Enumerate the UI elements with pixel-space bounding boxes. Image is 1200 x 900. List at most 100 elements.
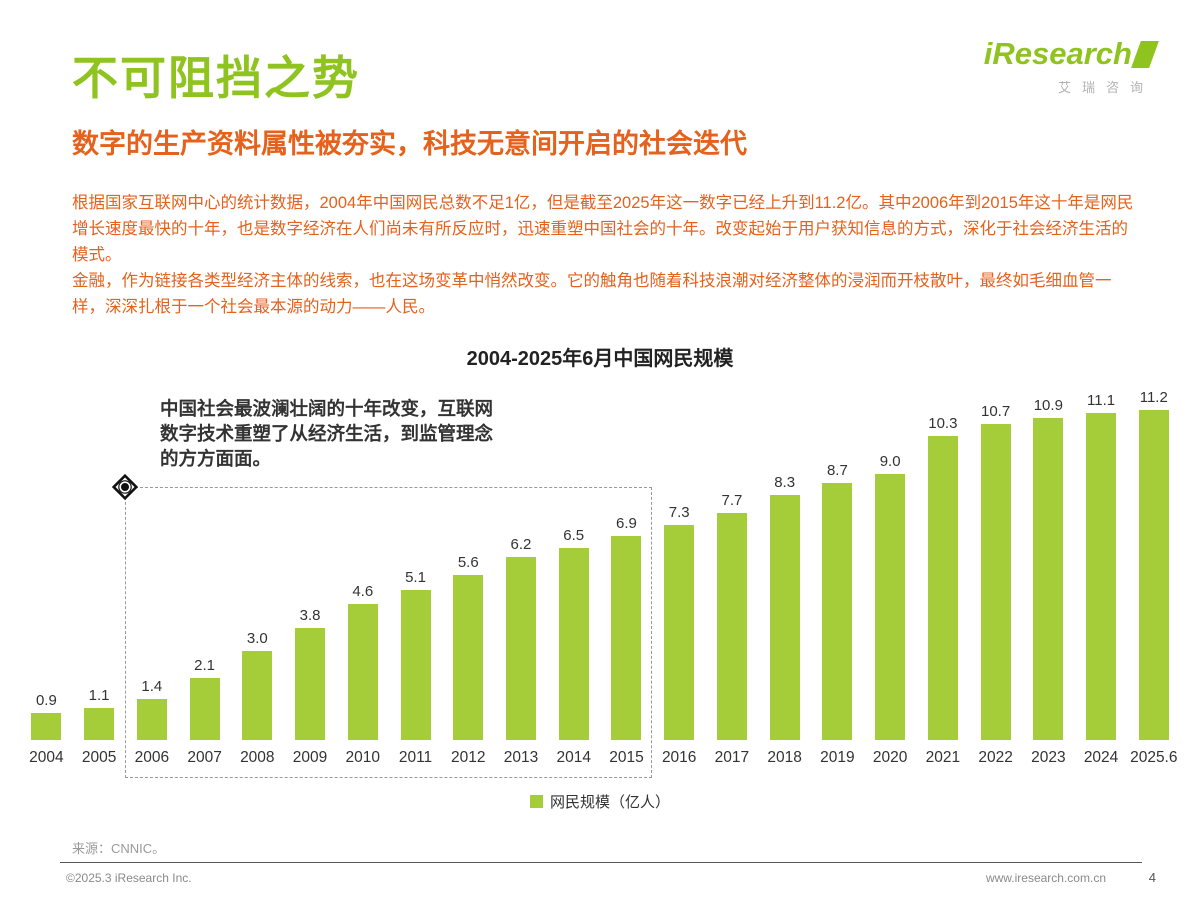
logo-parallelogram-icon — [1131, 40, 1159, 68]
bar-value-label: 11.1 — [1087, 392, 1116, 409]
x-axis-label: 2013 — [503, 749, 539, 766]
bar-column: 11.2 — [1127, 389, 1180, 740]
x-axis-label: 2019 — [820, 749, 855, 766]
bar — [769, 495, 800, 740]
bar-value-label: 7.7 — [721, 492, 743, 509]
bar-value-label: 6.2 — [510, 536, 532, 553]
x-axis-label: 2006 — [134, 749, 170, 766]
bar-column: 4.6 — [336, 583, 389, 740]
x-axis-label: 2004 — [29, 749, 64, 766]
legend-label: 网民规模（亿人） — [549, 794, 670, 811]
logo-row: iResearch — [984, 36, 1159, 72]
bar — [347, 604, 378, 740]
bar-chart: 0.9 1.1 1.4 2.1 3.0 3.8 4.6 5.1 5.6 6.2 6.5 6.9 7.3 7… — [20, 385, 1180, 767]
bar-value-label: 10.9 — [1033, 397, 1063, 414]
bar-value-label: 6.9 — [616, 515, 637, 532]
bar — [295, 628, 326, 740]
bar — [822, 483, 853, 740]
bar-value-label: 11.2 — [1139, 389, 1168, 406]
bar-column: 7.7 — [706, 492, 759, 740]
footer-copyright: ©2025.3 iResearch Inc. — [66, 871, 192, 885]
source-note: 来源：CNNIC。 — [72, 841, 166, 856]
bar-column: 8.7 — [811, 462, 864, 740]
bar-column: 10.3 — [916, 415, 969, 740]
x-axis-label: 2010 — [345, 749, 381, 766]
bar-value-label: 7.3 — [668, 504, 690, 521]
bar — [927, 436, 958, 740]
bar-value-label: 5.6 — [457, 554, 479, 571]
bar-column: 11.1 — [1075, 392, 1128, 740]
bar — [400, 590, 431, 740]
bar-column: 3.0 — [231, 630, 284, 740]
bar-column: 6.5 — [547, 527, 600, 740]
bar — [1138, 410, 1169, 740]
bar — [136, 699, 167, 740]
x-axis-label: 2007 — [187, 749, 222, 766]
bar — [875, 474, 906, 740]
bar-value-label: 9.0 — [879, 453, 901, 470]
bar-value-label: 3.0 — [246, 630, 268, 647]
bar-column: 0.9 — [20, 692, 73, 740]
x-axis-label: 2023 — [1031, 749, 1066, 766]
bar-value-label: 4.6 — [352, 583, 374, 600]
bar — [980, 424, 1011, 740]
x-axis-label: 2017 — [714, 749, 750, 766]
chart-annotation: 中国社会最波澜壮阔的十年改变，互联网数字技术重塑了从经济生活，到监管理念的方方面… — [160, 398, 494, 469]
bar-value-label: 6.5 — [563, 527, 585, 544]
bar-column: 2.1 — [178, 657, 231, 740]
bar-value-label: 1.4 — [141, 678, 163, 695]
bar-value-label: 8.7 — [826, 462, 848, 479]
x-axis-label: 2020 — [872, 749, 908, 766]
bar-value-label: 2.1 — [194, 657, 215, 674]
bar — [1086, 413, 1117, 740]
bar-value-label: 10.3 — [928, 415, 958, 432]
x-axis-label: 2018 — [767, 749, 802, 766]
bar — [242, 651, 273, 740]
bar-value-label: 0.9 — [35, 692, 57, 709]
bar — [611, 536, 642, 740]
footer-website: www.iresearch.com.cn — [985, 871, 1106, 885]
bar-value-label: 1.1 — [88, 687, 110, 704]
bar-column: 9.0 — [864, 453, 917, 740]
bar-value-label: 8.3 — [774, 474, 796, 491]
bar-column: 1.4 — [125, 678, 178, 740]
bar-column: 10.9 — [1022, 397, 1075, 740]
bar — [189, 678, 220, 740]
chart-title: 2004-2025年6月中国网民规模 — [466, 348, 734, 370]
body-paragraph-1: 根据国家互联网中心的统计数据，2004年中国网民总数不足1亿，但是截至2025年… — [72, 194, 1134, 264]
bar — [31, 713, 62, 740]
bar-column: 8.3 — [758, 474, 811, 740]
x-axis-label: 2011 — [398, 749, 433, 766]
bar-column: 3.8 — [284, 607, 337, 740]
bar-value-label: 5.1 — [405, 569, 426, 586]
x-axis-row: 2004 2005 2006 2007 2008 2009 2010 2011 2012 2013… — [20, 740, 1180, 767]
legend-swatch — [529, 795, 543, 808]
diamond-target-marker-icon — [111, 473, 139, 501]
footer-divider — [60, 862, 1142, 863]
bar — [558, 548, 589, 740]
x-axis-label: 2024 — [1083, 749, 1119, 766]
bar — [84, 708, 115, 740]
iresearch-logo: iResearch 艾瑞咨询 — [984, 36, 1159, 96]
chart-legend: 网民规模（亿人） — [0, 791, 1200, 812]
bar-column: 1.1 — [73, 687, 126, 740]
x-axis-label: 2012 — [451, 749, 486, 766]
bar-column: 5.6 — [442, 554, 495, 740]
bar-column: 7.3 — [653, 504, 706, 740]
bar-value-label: 10.7 — [980, 403, 1011, 420]
x-axis-label: 2009 — [292, 749, 328, 766]
bar — [505, 557, 536, 740]
x-axis-label: 2005 — [81, 749, 117, 766]
bars-row: 0.9 1.1 1.4 2.1 3.0 3.8 4.6 5.1 5.6 6.2 6.5 6.9 7.3 7… — [20, 385, 1180, 740]
bar — [716, 513, 747, 740]
body-text: 根据国家互联网中心的统计数据，2004年中国网民总数不足1亿，但是截至2025年… — [72, 190, 1140, 320]
bar — [1033, 418, 1064, 740]
bar — [664, 525, 695, 740]
x-axis-label: 2008 — [240, 749, 275, 766]
x-axis-label: 2016 — [661, 749, 697, 766]
bar-column: 6.9 — [600, 515, 653, 740]
x-axis-label: 2021 — [925, 749, 961, 766]
bar-column: 5.1 — [389, 569, 442, 740]
logo-chinese-name: 艾瑞咨询 — [1057, 80, 1154, 95]
